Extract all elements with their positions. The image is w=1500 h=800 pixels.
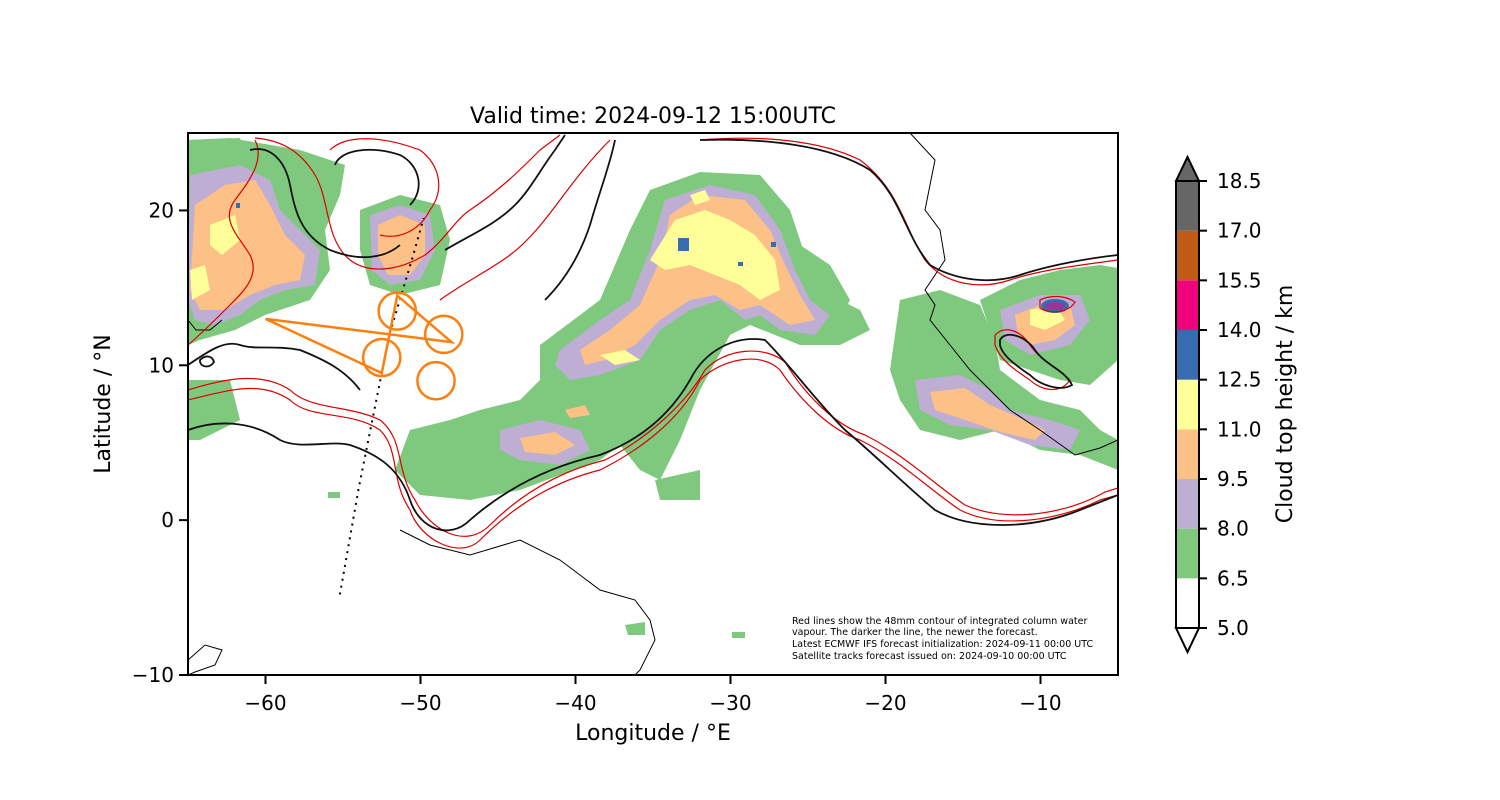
y-axis-label: Latitude / °N bbox=[91, 334, 116, 473]
colorbar-segment bbox=[1176, 330, 1199, 380]
annotation-line-4: Satellite tracks forecast issued on: 202… bbox=[792, 651, 1067, 662]
flight-circle bbox=[361, 337, 402, 378]
colorbar-tick-label: 17.0 bbox=[1217, 219, 1262, 243]
annotation-note: Red lines show the 48mm contour of integ… bbox=[792, 616, 1093, 662]
colorbar-tick-label: 12.5 bbox=[1217, 368, 1262, 392]
colorbar-segment bbox=[1176, 379, 1199, 430]
colorbar-extend-high bbox=[1174, 154, 1201, 182]
flight-circle bbox=[377, 291, 418, 331]
colorbar-frame bbox=[1175, 180, 1200, 629]
x-tick-label: −40 bbox=[554, 691, 596, 715]
map-title: Valid time: 2024-09-12 15:00UTC bbox=[470, 104, 836, 129]
x-tick-label: −50 bbox=[399, 691, 441, 715]
colorbar-segment bbox=[1176, 479, 1199, 529]
flight-track bbox=[264, 291, 464, 401]
colorbar-segment bbox=[1176, 181, 1199, 231]
colorbar-tick-label: 18.5 bbox=[1217, 169, 1262, 193]
plot-frame bbox=[187, 132, 1119, 676]
x-tick-label: −60 bbox=[244, 691, 286, 715]
x-axis-label: Longitude / °E bbox=[575, 721, 731, 746]
cloud-field-high bbox=[236, 203, 1069, 313]
y-tick-label: −10 bbox=[132, 663, 174, 687]
iwv-contours-dark bbox=[188, 134, 1118, 532]
y-tick-label: 10 bbox=[149, 353, 174, 377]
colorbar-extend-low bbox=[1174, 627, 1201, 655]
colorbar-tick-label: 11.0 bbox=[1217, 417, 1262, 441]
x-tick-label: −30 bbox=[709, 691, 751, 715]
colorbar: 5.0 6.5 8.0 9.5 11.0 12.5 14.0 15.5 17.0 18.5 bbox=[1174, 154, 1262, 655]
flight-path-line bbox=[264, 293, 456, 375]
colorbar-tick-label: 8.0 bbox=[1217, 517, 1249, 541]
flight-circle bbox=[416, 360, 456, 401]
colorbar-tick-label: 14.0 bbox=[1217, 318, 1262, 342]
colorbar-segment bbox=[1176, 578, 1199, 628]
coastlines bbox=[188, 133, 1118, 675]
y-tick-label: 20 bbox=[149, 198, 174, 222]
y-axis-ticks: −10 0 10 20 bbox=[132, 198, 188, 687]
colorbar-segment bbox=[1176, 280, 1199, 330]
y-tick-label: 0 bbox=[161, 508, 174, 532]
colorbar-tick-label: 5.0 bbox=[1217, 616, 1249, 640]
x-tick-label: −10 bbox=[1019, 691, 1061, 715]
colorbar-segment bbox=[1176, 230, 1199, 281]
colorbar-label: Cloud top height / km bbox=[1273, 285, 1298, 524]
iwv-contours-red bbox=[188, 134, 1118, 549]
colorbar-tick-label: 15.5 bbox=[1217, 268, 1262, 292]
x-tick-label: −20 bbox=[864, 691, 906, 715]
annotation-line-1: Red lines show the 48mm contour of integ… bbox=[792, 616, 1087, 627]
annotation-line-2: vapour. The darker the line, the newer t… bbox=[792, 627, 1038, 638]
x-axis-ticks: −60 −50 −40 −30 −20 −10 bbox=[244, 675, 1062, 715]
colorbar-segment bbox=[1176, 429, 1199, 479]
colorbar-tick-label: 6.5 bbox=[1217, 566, 1249, 590]
annotation-line-3: Latest ECMWF IFS forecast initialization… bbox=[792, 639, 1093, 650]
colorbar-tick-label: 9.5 bbox=[1217, 467, 1249, 491]
map-area bbox=[188, 133, 1118, 675]
colorbar-segment bbox=[1176, 528, 1199, 579]
flight-circle bbox=[423, 314, 464, 355]
